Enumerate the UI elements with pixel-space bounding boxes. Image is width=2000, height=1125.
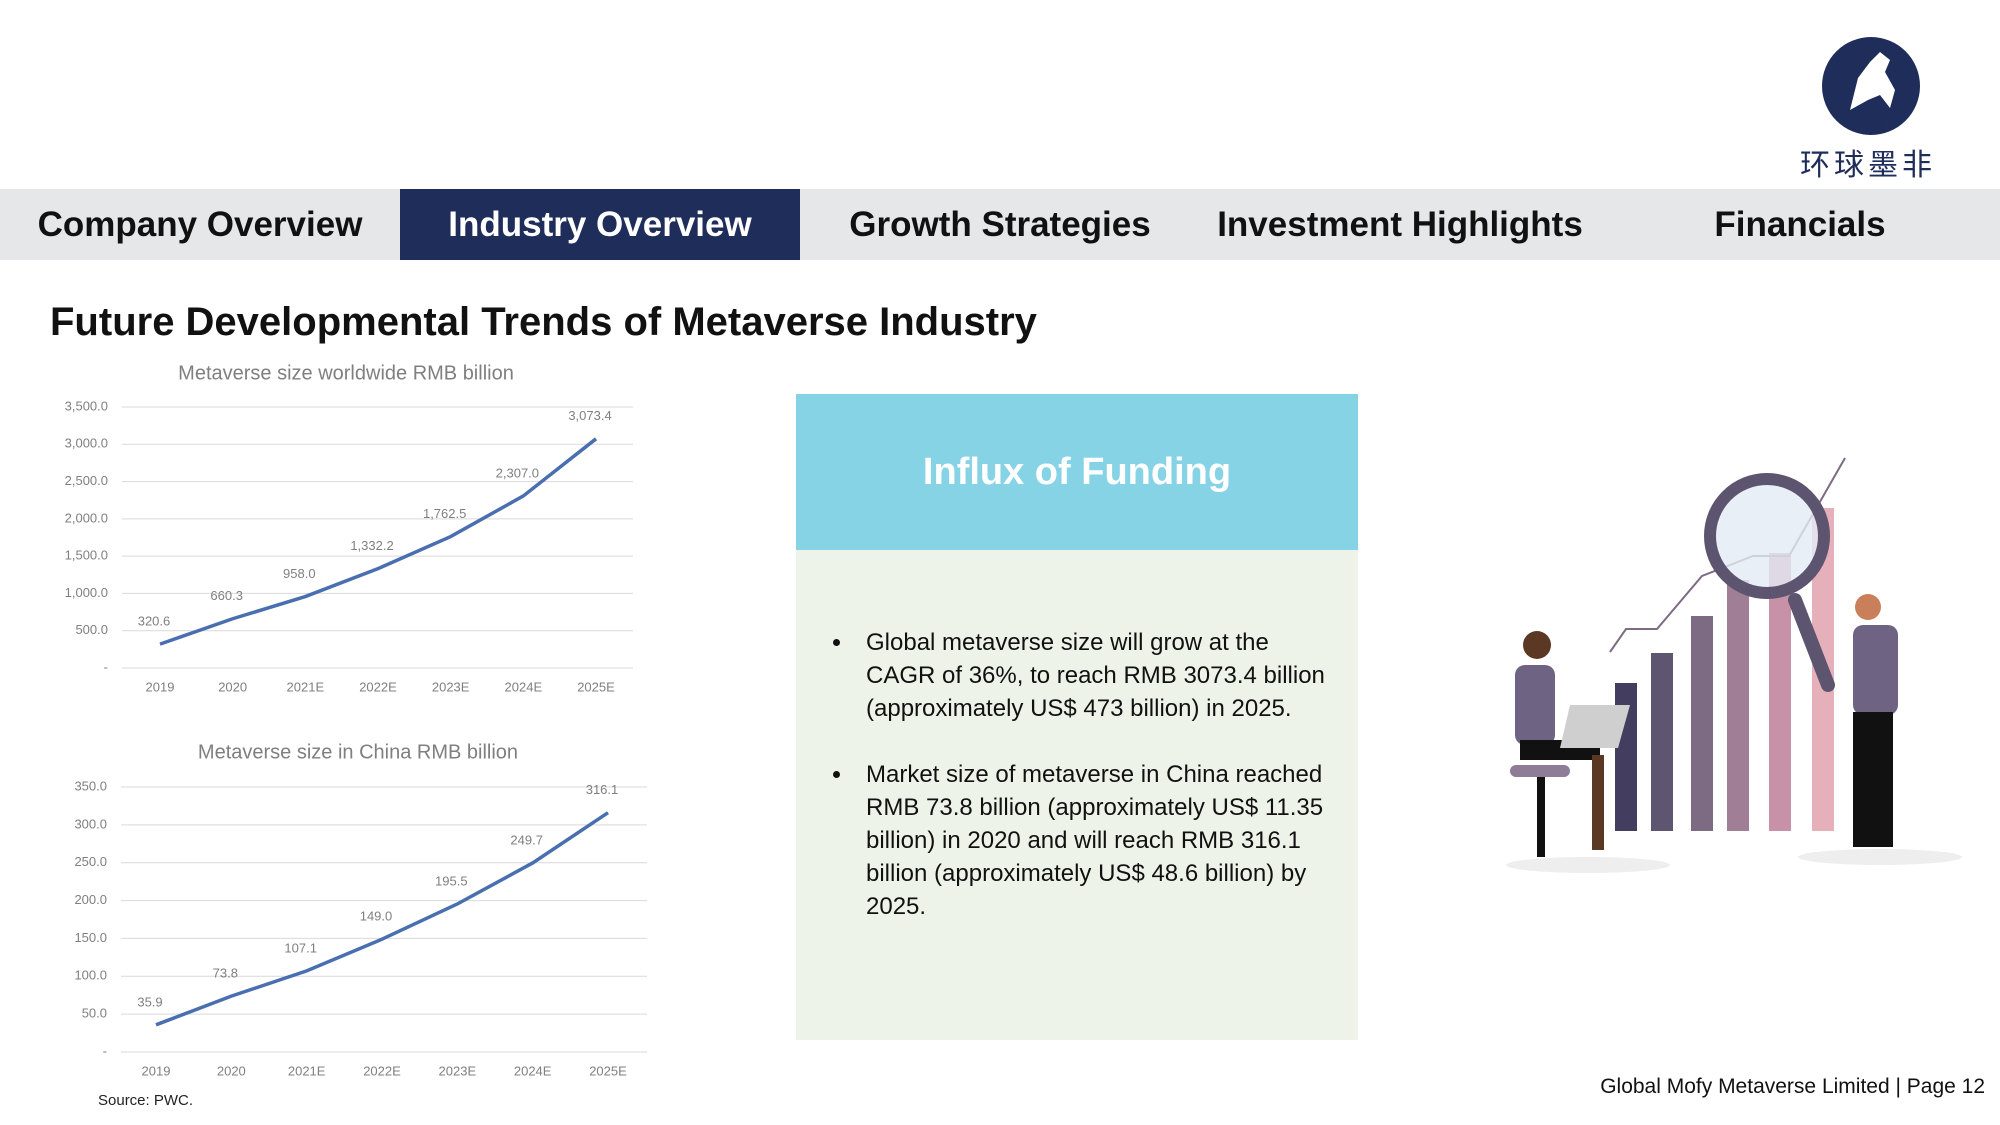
nav-tab[interactable]: Industry Overview	[400, 189, 800, 260]
x-tick-label: 2020	[218, 679, 247, 694]
y-tick-label: 2,000.0	[65, 510, 108, 525]
logo-unicorn	[1850, 52, 1895, 110]
data-label: 1,762.5	[423, 506, 466, 521]
x-tick-label: 2023E	[439, 1063, 477, 1078]
logo-chinese: 环球墨非	[1800, 148, 1936, 183]
x-tick-label: 2021E	[288, 1063, 326, 1078]
y-tick-label: -	[103, 1043, 107, 1058]
y-tick-label: 250.0	[74, 854, 107, 869]
data-label: 320.6	[138, 614, 171, 629]
data-label: 660.3	[210, 588, 243, 603]
line	[159, 437, 598, 646]
data-label: 2,307.0	[496, 465, 539, 480]
y-tick-label: 350.0	[74, 778, 107, 793]
y-tick-label: 3,500.0	[65, 398, 108, 413]
logo-text: GLOBAL	[1856, 122, 1886, 129]
x-tick-label: 2019	[142, 1063, 171, 1078]
bullet: Market size of metaverse in China reache…	[854, 758, 1338, 923]
data-label: 3,073.4	[568, 408, 611, 423]
y-tick-label: 1,000.0	[65, 585, 108, 600]
data-label: 249.7	[510, 832, 543, 847]
nav-tab[interactable]: Investment Highlights	[1200, 189, 1600, 260]
line	[155, 811, 609, 1027]
nav-tab[interactable]: Financials	[1600, 189, 2000, 260]
y-tick-label: 150.0	[74, 930, 107, 945]
y-tick-label: 2,500.0	[65, 473, 108, 488]
bullet: Global metaverse size will grow at the C…	[854, 626, 1338, 725]
x-tick-label: 2025E	[589, 1063, 627, 1078]
x-tick-label: 2021E	[287, 679, 325, 694]
x-tick-label: 2019	[146, 679, 175, 694]
x-tick-label: 2024E	[514, 1063, 552, 1078]
logo-text: MOFY	[1862, 131, 1879, 137]
x-tick-label: 2023E	[432, 679, 470, 694]
data-label: 1,332.2	[350, 538, 393, 553]
y-tick-label: 3,000.0	[65, 436, 108, 451]
x-tick-label: 2022E	[359, 679, 397, 694]
data-label: 35.9	[137, 994, 162, 1009]
x-tick-label: 2024E	[505, 679, 543, 694]
y-tick-label: 100.0	[74, 968, 107, 983]
chart-title: Metaverse size worldwide RMB billion	[178, 362, 514, 384]
data-label: 107.1	[284, 940, 317, 955]
panel-body: Global metaverse size will grow at the C…	[796, 550, 1358, 1040]
y-tick-label: 200.0	[74, 892, 107, 907]
x-tick-label: 2025E	[577, 679, 615, 694]
source: Source: PWC.	[98, 1092, 194, 1109]
y-tick-label: 1,500.0	[65, 548, 108, 563]
x-tick-label: 2020	[217, 1063, 246, 1078]
data-label: 149.0	[360, 909, 393, 924]
nav-tab[interactable]: Company Overview	[0, 189, 400, 260]
footer: Global Mofy Metaverse Limited | Page 12	[1600, 1075, 1985, 1098]
data-label: 316.1	[586, 782, 619, 797]
y-tick-label: 50.0	[82, 1006, 107, 1021]
y-tick-label: -	[104, 659, 108, 674]
nav-tab[interactable]: Growth Strategies	[800, 189, 1200, 260]
panel-heading: Influx of Funding	[796, 394, 1358, 550]
data-label: 958.0	[283, 566, 316, 581]
y-tick-label: 300.0	[74, 816, 107, 831]
data-label: 195.5	[435, 873, 468, 888]
y-tick-label: 500.0	[75, 622, 108, 637]
slide-title: Future Developmental Trends of Metaverse…	[50, 300, 1037, 344]
illustration	[1506, 457, 1962, 873]
chart-title: Metaverse size in China RMB billion	[198, 741, 518, 763]
x-tick-label: 2022E	[363, 1063, 401, 1078]
data-label: 73.8	[213, 966, 238, 981]
